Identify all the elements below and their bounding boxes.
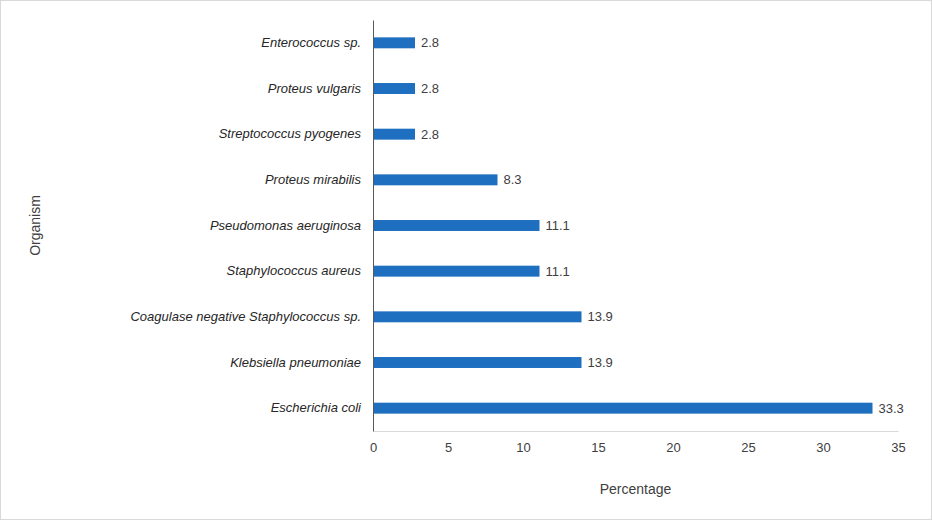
data-label: 8.3 [504, 172, 522, 187]
x-tick-label: 10 [516, 440, 530, 455]
x-tick: 5 [445, 431, 452, 455]
x-tick-label: 0 [370, 440, 377, 455]
data-label: 2.8 [421, 127, 439, 142]
y-tick-label: Coagulase negative Staphylococcus sp. [130, 309, 361, 324]
y-tick: Pseudomonas aeruginosa [210, 218, 373, 233]
y-tick: Klebsiella pneumoniae [230, 355, 373, 370]
bar [373, 83, 415, 94]
chart: 2.8 2.8 2.8 8.3 11.1 11.1 13.9 13.9 33.3 0 5 10 15 20… [0, 0, 932, 520]
x-tick: 30 [816, 431, 830, 455]
data-label: 13.9 [588, 355, 613, 370]
y-tick: Coagulase negative Staphylococcus sp. [130, 309, 373, 324]
x-tick-label: 5 [445, 440, 452, 455]
plot: 2.8 2.8 2.8 8.3 11.1 11.1 13.9 13.9 33.3 0 5 10 15 20… [130, 21, 905, 456]
x-tick: 20 [666, 431, 680, 455]
y-tick-label: Streptococcus pyogenes [219, 126, 362, 141]
y-tick: Proteus vulgaris [268, 81, 373, 96]
bar [373, 357, 582, 368]
data-label: 33.3 [879, 401, 904, 416]
y-axis: Enterococcus sp. Proteus vulgaris Streptoc… [130, 21, 373, 432]
y-tick: Streptococcus pyogenes [219, 126, 373, 141]
x-tick: 10 [516, 431, 530, 455]
x-tick: 35 [891, 431, 905, 455]
x-tick: 0 [370, 431, 377, 455]
x-tick: 25 [741, 431, 755, 455]
chart-frame [1, 1, 932, 520]
data-label: 13.9 [588, 309, 613, 324]
y-tick-label: Proteus vulgaris [268, 81, 362, 96]
y-axis-line [373, 21, 374, 432]
x-axis-title: Percentage [600, 481, 672, 497]
bar [373, 174, 498, 185]
y-tick: Escherichia coli [271, 400, 373, 415]
x-tick-label: 35 [891, 440, 905, 455]
data-label: 11.1 [546, 218, 570, 233]
y-tick-label: Proteus mirabilis [265, 172, 362, 187]
x-tick-label: 20 [666, 440, 680, 455]
y-tick-label: Staphylococcus aureus [227, 263, 362, 278]
x-axis-line [374, 431, 899, 432]
bar [373, 220, 540, 231]
y-tick-label: Escherichia coli [271, 400, 362, 415]
bar [373, 266, 540, 277]
bar [373, 311, 582, 322]
bar [373, 403, 873, 414]
x-tick: 15 [591, 431, 605, 455]
x-axis: 0 5 10 15 20 25 30 35 [370, 431, 906, 455]
y-tick-label: Klebsiella pneumoniae [230, 355, 361, 370]
data-label: 2.8 [421, 35, 439, 50]
y-axis-title: Organism [27, 195, 43, 256]
x-tick-label: 25 [741, 440, 755, 455]
y-tick: Enterococcus sp. [261, 35, 373, 50]
data-label: 2.8 [421, 81, 439, 96]
bars [373, 37, 873, 413]
y-tick-label: Enterococcus sp. [261, 35, 361, 50]
x-tick-label: 30 [816, 440, 830, 455]
y-tick-label: Pseudomonas aeruginosa [210, 218, 361, 233]
y-tick: Proteus mirabilis [265, 172, 373, 187]
bar [373, 37, 415, 48]
y-tick: Staphylococcus aureus [227, 263, 373, 278]
data-label: 11.1 [546, 264, 570, 279]
bar [373, 129, 415, 140]
x-tick-label: 15 [591, 440, 605, 455]
